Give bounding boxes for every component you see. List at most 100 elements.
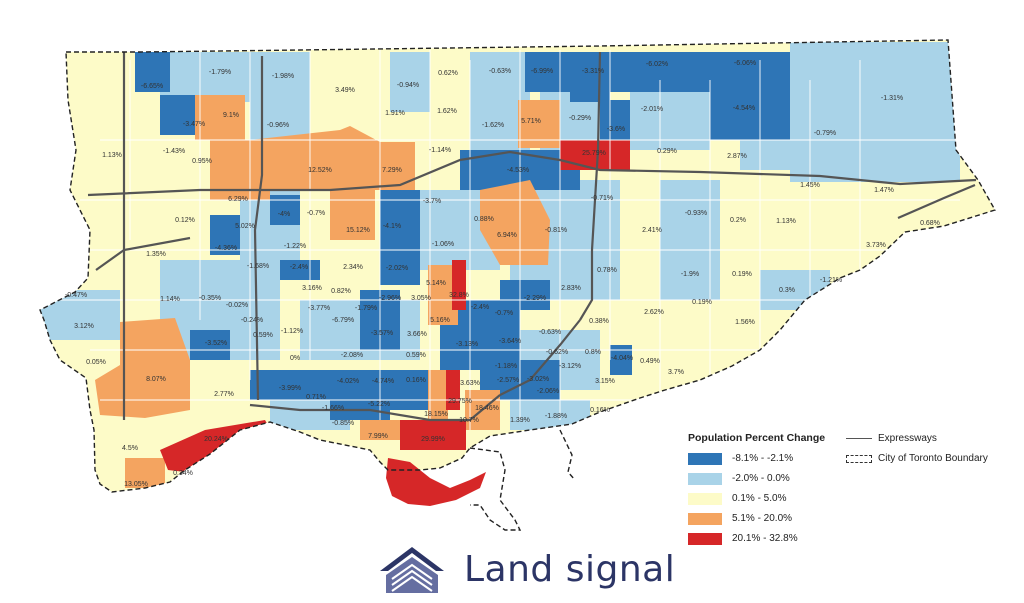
region-percent-label: -3.57% (371, 330, 393, 337)
region-humberlea (270, 195, 300, 225)
region-percent-label: 0.82% (331, 288, 351, 295)
region-percent-label: 2.34% (343, 264, 363, 271)
region-percent-label: -0.02% (226, 302, 248, 309)
legend-class-5: 20.1% - 32.8% (688, 532, 798, 545)
region-mount-dennis (210, 215, 240, 255)
region-percent-label: 0.71% (306, 394, 326, 401)
region-percent-label: -2.01% (641, 106, 663, 113)
city-of-toronto-boundary (39, 39, 997, 493)
region-percent-label: 2.83% (561, 285, 581, 292)
region-percent-label: 3.16% (302, 285, 322, 292)
region-percent-label: 1.13% (102, 152, 122, 159)
region-scarborough-north (790, 42, 960, 182)
region-percent-label: 15.12% (346, 227, 370, 234)
legend-expressways: Expressways (846, 432, 937, 445)
region-percent-label: 6.29% (228, 196, 248, 203)
region-percent-label: 0.19% (732, 271, 752, 278)
region-kensington (390, 370, 430, 410)
region-percent-label: -2.4% (471, 304, 489, 311)
region-north-etobicoke-a (160, 52, 250, 102)
region-waterfront (400, 420, 466, 450)
region-percent-label: 0.62% (438, 70, 458, 77)
region-percent-label: -3.13% (456, 341, 478, 348)
legend-class-2: -2.0% - 0.0% (688, 472, 790, 485)
region-percent-label: -1.9% (681, 271, 699, 278)
region-percent-label: 18.15% (424, 411, 448, 418)
region-east-end (610, 345, 632, 375)
region-percent-label: -3.02% (527, 376, 549, 383)
region-percent-label: -0.81% (545, 227, 567, 234)
region-percent-label: 10.7% (459, 417, 479, 424)
region-percent-label: -3.77% (308, 305, 330, 312)
region-percent-label: -1.43% (163, 148, 185, 155)
region-percent-label: 29.75% (448, 398, 472, 405)
region-percent-label: 1.91% (385, 110, 405, 117)
expressway-line-swatch (846, 438, 872, 439)
region-percent-label: -4.36% (215, 245, 237, 252)
region-percent-label: 13.05% (124, 481, 148, 488)
region-percent-label: -1.79% (209, 69, 231, 76)
legend-class-label: 20.1% - 32.8% (732, 533, 798, 544)
region-percent-label: -0.63% (489, 68, 511, 75)
region-downsview (250, 126, 415, 240)
region-percent-label: -0.7% (495, 310, 513, 317)
region-percent-label: 1.39% (510, 417, 530, 424)
region-percent-label: -6.06% (734, 60, 756, 67)
region-percent-label: 0.05% (86, 359, 106, 366)
region-percent-label: -4.04% (611, 355, 633, 362)
region-percent-label: -6.99% (531, 68, 553, 75)
region-percent-label: -3.99% (279, 385, 301, 392)
region-percent-label: -0.71% (591, 195, 613, 202)
region-percent-label: 1.62% (437, 108, 457, 115)
region-percent-label: 3.15% (595, 378, 615, 385)
legend-class-4: 5.1% - 20.0% (688, 512, 792, 525)
region-percent-label: 20.24% (204, 436, 228, 443)
region-percent-label: -3.7% (423, 198, 441, 205)
legend-class-label: 5.1% - 20.0% (732, 513, 793, 524)
legend-swatch (688, 452, 722, 465)
region-percent-label: 0.38% (589, 318, 609, 325)
region-percent-label: 0.59% (406, 352, 426, 359)
region-percent-label: 3.63% (460, 380, 480, 387)
region-percent-label: -0.63% (539, 329, 561, 336)
region-percent-label: 2.62% (644, 309, 664, 316)
region-percent-label: 25.79% (582, 150, 606, 157)
harbour-boundary (469, 429, 576, 531)
region-percent-label: 9.1% (223, 112, 239, 119)
region-percent-label: -3.64% (499, 338, 521, 345)
region-islington (190, 330, 230, 360)
region-percent-label: 3.73% (866, 242, 886, 249)
region-percent-label: -1.14% (429, 147, 451, 154)
region-bathurst-north (390, 52, 430, 112)
region-percent-label: -1.21% (820, 277, 842, 284)
region-percent-label: 3.66% (407, 331, 427, 338)
region-percent-label: -0.93% (685, 210, 707, 217)
legend-class-label: -2.0% - 0.0% (732, 473, 790, 484)
expressways (87, 51, 977, 422)
region-bayview-village (600, 100, 630, 140)
region-york-mills (480, 180, 550, 265)
region-high-park (250, 370, 330, 400)
region-percent-label: -1.22% (284, 243, 306, 250)
region-percent-label: 8.07% (146, 376, 166, 383)
region-caledonia (380, 260, 420, 285)
region-percent-label: -1.79% (355, 305, 377, 312)
region-percent-label: 7.29% (382, 167, 402, 174)
region-rexdale (160, 95, 200, 135)
legend-boundary-label: City of Toronto Boundary (878, 453, 988, 464)
region-bayview-north (525, 52, 570, 92)
region-percent-label: 2.41% (642, 227, 662, 234)
region-percent-label: -2.02% (386, 265, 408, 272)
region-percent-label: -5.22% (368, 401, 390, 408)
legend-class-1: -8.1% - -2.1% (688, 452, 793, 465)
legend-expressways-label: Expressways (878, 433, 937, 444)
region-percent-label: -0.7% (307, 210, 325, 217)
region-niagara (360, 420, 400, 440)
region-percent-label: -1.12% (281, 328, 303, 335)
region-leaside (500, 280, 550, 310)
region-percent-label: 0.16% (406, 377, 426, 384)
region-percent-label: 0.88% (474, 216, 494, 223)
region-percent-label: 0.16% (590, 407, 610, 414)
region-percent-label: -0.96% (267, 122, 289, 129)
region-percent-label: -1.98% (272, 73, 294, 80)
